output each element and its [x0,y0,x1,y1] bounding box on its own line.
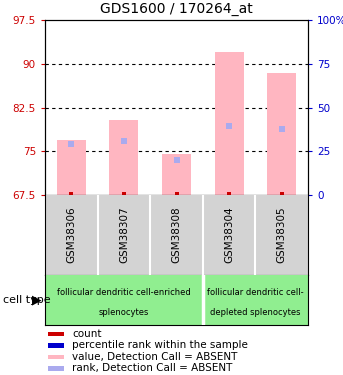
Text: percentile rank within the sample: percentile rank within the sample [72,340,248,351]
Text: GSM38307: GSM38307 [119,207,129,263]
Text: GSM38306: GSM38306 [66,207,76,263]
Bar [109,120,138,195]
Bar [48,366,64,371]
Bar [48,332,64,336]
Text: ▶: ▶ [32,294,41,306]
Text: follicular dendritic cell-: follicular dendritic cell- [207,288,304,297]
Title: GDS1600 / 170264_at: GDS1600 / 170264_at [100,2,253,16]
Text: value, Detection Call = ABSENT: value, Detection Call = ABSENT [72,352,237,362]
Text: count: count [72,329,102,339]
Text: GSM38305: GSM38305 [277,207,287,263]
Text: GSM38304: GSM38304 [224,207,234,263]
Bar [48,355,64,359]
Text: cell type: cell type [3,295,51,305]
Text: rank, Detection Call = ABSENT: rank, Detection Call = ABSENT [72,363,233,374]
Bar [57,140,86,195]
Bar [215,52,244,195]
Text: splenocytes: splenocytes [99,308,149,317]
Bar [267,72,296,195]
Text: depleted splenocytes: depleted splenocytes [210,308,301,317]
Bar [48,343,64,348]
Text: GSM38308: GSM38308 [172,207,181,263]
Text: follicular dendritic cell-enriched: follicular dendritic cell-enriched [57,288,191,297]
Bar [162,154,191,195]
